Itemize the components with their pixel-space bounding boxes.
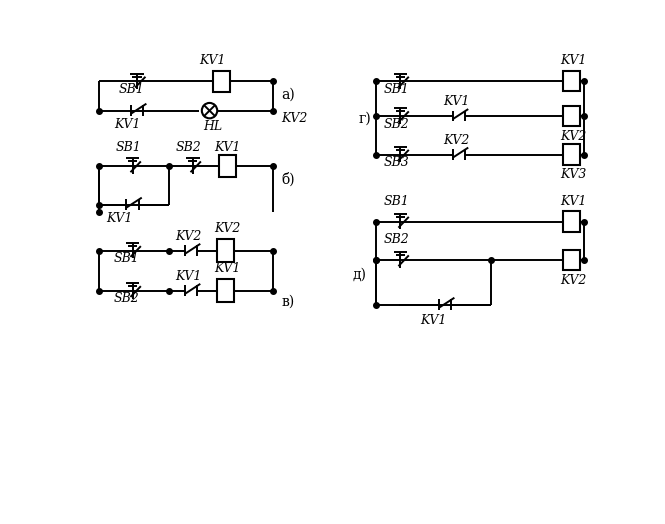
Text: в): в) xyxy=(281,294,295,309)
Bar xyxy=(219,155,235,177)
Text: SB1: SB1 xyxy=(384,83,409,96)
Bar xyxy=(563,145,580,165)
Text: KV2: KV2 xyxy=(281,112,307,125)
Bar xyxy=(563,71,580,91)
Text: а): а) xyxy=(281,88,295,102)
Text: KV1: KV1 xyxy=(176,270,202,283)
Bar xyxy=(217,239,234,263)
Bar xyxy=(217,279,234,302)
Text: SB2: SB2 xyxy=(114,292,140,305)
Text: KV2: KV2 xyxy=(444,134,470,147)
Text: SB2: SB2 xyxy=(176,141,201,154)
Text: KV1: KV1 xyxy=(106,212,133,225)
Text: KV1: KV1 xyxy=(561,194,587,208)
Text: KV1: KV1 xyxy=(444,95,470,108)
Text: SB1: SB1 xyxy=(114,252,140,265)
Text: SB2: SB2 xyxy=(384,233,409,246)
Text: KV2: KV2 xyxy=(214,222,241,235)
Text: KV3: KV3 xyxy=(561,168,587,181)
Bar xyxy=(563,212,580,232)
Text: KV1: KV1 xyxy=(561,54,587,68)
Text: SB1: SB1 xyxy=(118,83,144,96)
Text: KV1: KV1 xyxy=(420,314,447,327)
Text: SB1: SB1 xyxy=(384,194,409,208)
Text: KV1: KV1 xyxy=(114,118,140,132)
Text: г): г) xyxy=(358,112,371,126)
Text: SB3: SB3 xyxy=(384,156,409,169)
Text: KV1: KV1 xyxy=(214,141,241,154)
Bar xyxy=(563,106,580,126)
Text: SB1: SB1 xyxy=(116,141,142,154)
Text: KV2: KV2 xyxy=(561,130,587,143)
Text: KV2: KV2 xyxy=(561,274,587,287)
Text: д): д) xyxy=(352,268,367,282)
Text: HL: HL xyxy=(203,120,223,133)
Text: KV2: KV2 xyxy=(176,230,202,243)
Bar xyxy=(563,250,580,270)
Text: KV1: KV1 xyxy=(199,54,225,68)
Text: KV1: KV1 xyxy=(214,263,241,276)
Text: б): б) xyxy=(281,172,295,187)
Text: SB2: SB2 xyxy=(384,117,409,130)
Bar xyxy=(213,71,230,92)
